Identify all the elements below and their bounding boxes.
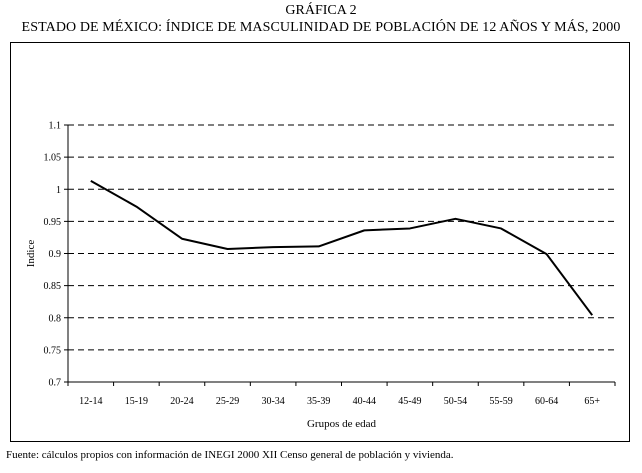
y-tick-label: 1.05 — [44, 153, 62, 164]
source-note: Fuente: cálculos propios con información… — [6, 449, 454, 461]
x-tick-label: 65+ — [584, 396, 600, 407]
y-tick-label: 1 — [56, 185, 61, 196]
x-tick-label: 15-19 — [125, 396, 148, 407]
y-tick-label: 0.9 — [49, 249, 62, 260]
y-tick-label: 0.95 — [44, 217, 62, 228]
y-tick-label: 0.7 — [49, 378, 62, 389]
chart-title: ESTADO DE MÉXICO: ÍNDICE DE MASCULINIDAD… — [21, 20, 621, 35]
x-tick-label: 35-39 — [307, 396, 330, 407]
x-tick-label: 20-24 — [170, 396, 193, 407]
x-tick-label: 45-49 — [398, 396, 421, 407]
y-tick-label: 0.75 — [44, 345, 62, 356]
x-tick-label: 60-64 — [535, 396, 558, 407]
x-tick-label: 25-29 — [216, 396, 239, 407]
x-axis-label: Grupos de edad — [307, 418, 377, 430]
x-tick-label: 12-14 — [79, 396, 102, 407]
chart-number-label: GRÁFICA 2 — [285, 3, 357, 18]
y-tick-label: 0.85 — [44, 281, 62, 292]
y-tick-label: 0.8 — [49, 313, 62, 324]
chart-frame — [10, 42, 630, 442]
x-tick-label: 50-54 — [444, 396, 467, 407]
series-line — [90, 180, 594, 316]
x-tick-label: 55-59 — [489, 396, 512, 407]
y-axis-label: Indice — [25, 240, 37, 268]
x-tick-label: 30-34 — [261, 396, 284, 407]
x-tick-label: 40-44 — [353, 396, 376, 407]
y-tick-label: 1.1 — [49, 121, 62, 132]
chart-header: GRÁFICA 2 ESTADO DE MÉXICO: ÍNDICE DE MA… — [0, 2, 642, 36]
